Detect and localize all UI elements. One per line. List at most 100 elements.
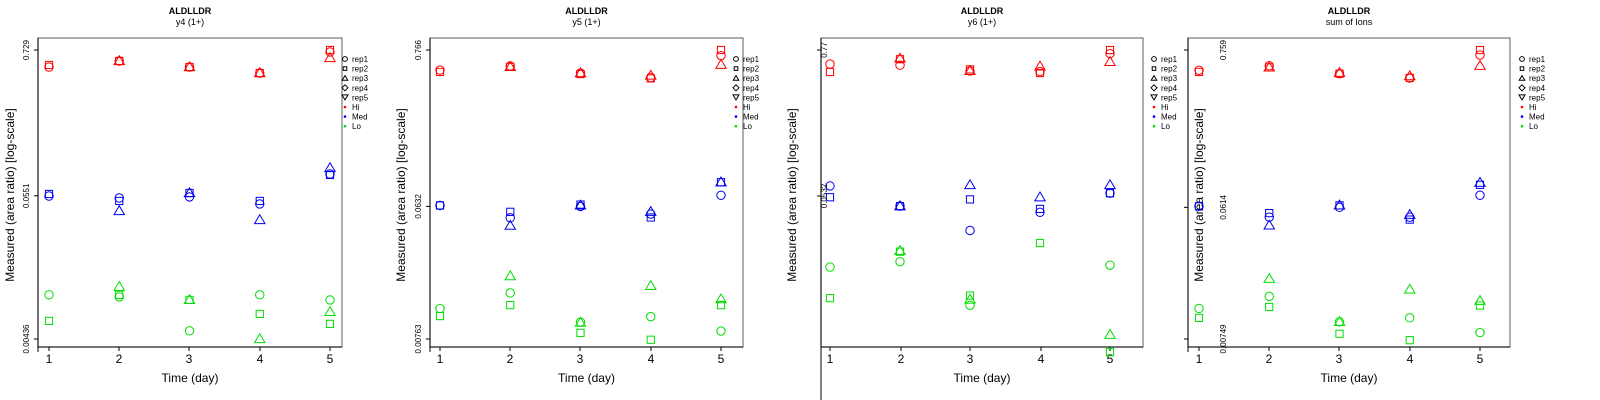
x-tick-label: 5 (718, 352, 725, 366)
data-point-hi-rep3 (1103, 55, 1117, 66)
chart-subtitle: y6 (1+) (968, 17, 996, 27)
legend-symbol-med (343, 115, 347, 118)
data-point-hi-rep3 (1033, 60, 1047, 71)
legend-symbol-rep2 (342, 66, 348, 71)
data-point-med-rep1 (716, 190, 726, 200)
data-point-hi-rep2 (716, 45, 726, 55)
data-point-hi-rep1 (1334, 68, 1345, 79)
data-point-lo-rep1 (1405, 313, 1415, 323)
legend-label: rep5 (352, 93, 369, 102)
legend-label: rep1 (1161, 55, 1178, 64)
data-point-lo-rep2 (965, 291, 975, 300)
x-tick-label: 3 (967, 352, 974, 366)
legend-label: rep2 (352, 65, 369, 74)
data-point-hi-rep1 (1475, 50, 1485, 60)
legend-symbol-lo (1520, 124, 1524, 128)
data-point-lo-rep3 (253, 332, 266, 344)
data-point-med-rep2 (1194, 202, 1204, 211)
data-point-hi-rep2 (825, 67, 835, 77)
legend-symbol-med (1520, 115, 1524, 118)
data-point-med-rep1 (1264, 212, 1274, 222)
data-point-med-rep2 (1405, 215, 1414, 224)
data-point-med-rep1 (255, 199, 265, 209)
legend-label: rep5 (743, 93, 760, 102)
data-point-lo-rep1 (646, 311, 656, 322)
x-axis-label: Time (day) (1321, 371, 1378, 385)
legend-label: rep5 (1161, 93, 1178, 102)
data-point-lo-rep1 (1475, 327, 1485, 338)
data-point-lo-rep3 (644, 279, 657, 290)
data-point-hi-rep1 (895, 60, 905, 70)
data-point-hi-rep2 (1035, 68, 1045, 78)
legend-label: rep2 (743, 65, 760, 74)
legend-symbol-rep5 (1150, 94, 1158, 101)
data-point-hi-rep1 (825, 59, 835, 69)
data-point-med-rep3 (963, 178, 977, 190)
data-point-med-rep1 (825, 181, 835, 191)
data-point-lo-rep2 (255, 309, 264, 319)
data-point-med-rep1 (1105, 188, 1115, 198)
y-tick-label: 0.0532 (820, 183, 829, 208)
data-point-lo-rep2 (1194, 313, 1204, 322)
data-point-med-rep1 (1475, 190, 1485, 200)
x-tick-label: 4 (648, 352, 655, 366)
legend-label: Lo (743, 122, 752, 131)
data-point-hi-rep1 (1035, 66, 1045, 77)
data-point-lo-rep3 (504, 269, 517, 281)
data-point-med-rep1 (505, 213, 515, 223)
data-point-med-rep3 (1403, 208, 1416, 219)
data-point-med-rep2 (435, 201, 445, 210)
data-point-hi-rep1 (255, 68, 265, 78)
data-point-lo-rep2 (115, 290, 124, 299)
data-point-lo-rep3 (714, 292, 728, 304)
data-point-hi-rep2 (646, 74, 655, 83)
data-point-lo-rep2 (1335, 329, 1344, 338)
data-point-lo-rep1 (435, 303, 445, 314)
data-point-hi-rep3 (574, 66, 587, 78)
chart-subtitle: y4 (1+) (176, 17, 204, 27)
y-tick-label: 0.77 (820, 42, 829, 58)
x-tick-label: 2 (898, 352, 905, 366)
legend-label: Med (1161, 113, 1177, 122)
data-point-hi-rep1 (114, 56, 124, 66)
legend-symbol-lo (1152, 124, 1156, 128)
legend-symbol-rep1 (1519, 56, 1525, 62)
legend-label: rep1 (1529, 55, 1546, 64)
data-point-lo-rep2 (506, 301, 515, 310)
legend-symbol-rep2 (1519, 66, 1525, 71)
chart-title: ALDLLDR (169, 6, 212, 16)
legend-symbol-rep4 (1150, 84, 1158, 92)
data-point-hi-rep2 (435, 67, 445, 77)
data-point-hi-rep3 (893, 52, 907, 63)
legend-symbol-hi (734, 105, 738, 109)
y-tick-label: 0.00749 (1219, 324, 1228, 353)
data-point-hi-rep2 (44, 60, 54, 70)
data-point-med-rep3 (253, 213, 266, 225)
data-point-lo-rep3 (893, 244, 907, 255)
data-point-lo-rep2 (435, 311, 445, 321)
x-tick-label: 2 (116, 352, 123, 366)
data-point-lo-rep2 (1475, 301, 1485, 310)
legend-symbol-rep3 (341, 74, 349, 81)
data-point-med-rep1 (435, 200, 445, 211)
data-point-hi-rep3 (1333, 66, 1346, 77)
data-point-lo-rep2 (1105, 348, 1115, 357)
legend-symbol-rep5 (341, 94, 349, 101)
legend-label: Hi (1529, 103, 1537, 112)
data-point-lo-rep2 (325, 319, 335, 328)
data-point-med-rep1 (1035, 207, 1045, 217)
data-point-med-rep2 (965, 195, 975, 204)
y-tick-label: 0.759 (1219, 39, 1228, 60)
y-tick-label: 0.00436 (22, 324, 31, 353)
legend-label: rep5 (1529, 93, 1546, 102)
data-point-lo-rep1 (895, 256, 905, 267)
x-tick-label: 1 (46, 352, 53, 366)
legend-label: Med (352, 113, 368, 122)
data-point-med-rep3 (893, 199, 907, 211)
legend-symbol-rep1 (1151, 56, 1157, 62)
data-point-lo-rep1 (114, 292, 124, 302)
x-tick-label: 5 (1107, 352, 1114, 366)
data-point-lo-rep2 (1265, 302, 1274, 312)
